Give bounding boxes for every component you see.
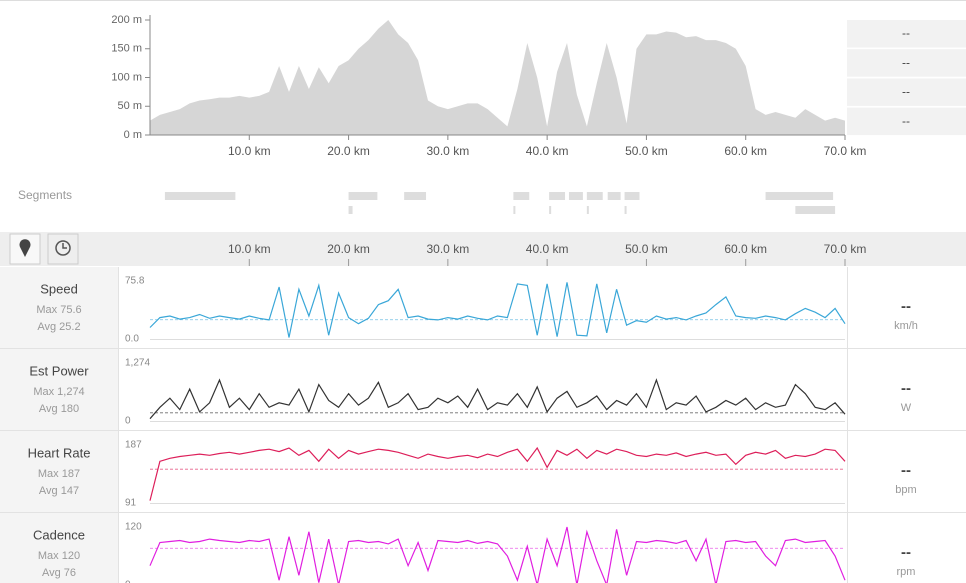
x-tick-label: 30.0 km	[427, 144, 470, 158]
y-tick-label: 1,274	[125, 358, 150, 369]
stream-label-panel	[0, 513, 118, 583]
toolbar-x-tick-label: 50.0 km	[625, 242, 668, 256]
stream-unit: rpm	[897, 566, 916, 578]
y-tick-label: 187	[125, 440, 142, 451]
map-button[interactable]	[9, 233, 41, 265]
stream-unit: W	[901, 402, 912, 414]
stream-avg: Avg 180	[39, 403, 79, 415]
clock-icon	[55, 240, 71, 256]
y-tick-label: 200 m	[111, 14, 142, 26]
toolbar-x-tick-label: 70.0 km	[824, 242, 867, 256]
segment-bar[interactable]	[513, 206, 516, 214]
y-tick-label: 0	[125, 416, 131, 427]
stream-current: --	[901, 380, 911, 397]
segment-bar[interactable]	[624, 206, 627, 214]
y-tick-label: 150 m	[111, 43, 142, 55]
x-tick-label: 70.0 km	[824, 144, 867, 158]
stream-max: Max 187	[38, 468, 80, 480]
segment-bar[interactable]	[513, 192, 530, 200]
stat-value: --	[902, 26, 910, 40]
stream-name: Speed	[40, 281, 78, 296]
segment-bar[interactable]	[549, 192, 566, 200]
stream-label-panel	[0, 267, 118, 348]
stream-current: --	[901, 462, 911, 479]
stream-name: Est Power	[29, 363, 89, 378]
segment-bar[interactable]	[607, 192, 621, 200]
stream-line	[149, 446, 846, 501]
y-tick-label: 50 m	[118, 100, 142, 112]
stream-label-panel	[0, 431, 118, 512]
pin-icon	[19, 239, 31, 257]
segment-bar[interactable]	[348, 192, 378, 200]
toolbar-x-tick-label: 40.0 km	[526, 242, 569, 256]
time-button-bg[interactable]	[47, 233, 79, 265]
stream-line	[149, 282, 846, 338]
segment-bar[interactable]	[549, 206, 552, 214]
clock-hands	[62, 243, 67, 249]
stat-box	[847, 107, 966, 136]
stat-box	[847, 78, 966, 106]
segment-bar[interactable]	[164, 192, 236, 200]
y-tick-label: 0 m	[124, 129, 142, 141]
segment-bar[interactable]	[404, 192, 427, 200]
x-tick-label: 10.0 km	[228, 144, 271, 158]
toolbar-x-tick-label: 10.0 km	[228, 242, 271, 256]
segments-label: Segments	[18, 188, 72, 202]
segment-bar[interactable]	[586, 206, 589, 214]
stream-avg: Avg 25.2	[37, 321, 80, 333]
toolbar	[0, 232, 966, 266]
segment-bar[interactable]	[586, 192, 603, 200]
stream-current: --	[901, 298, 911, 315]
y-tick-label: 120	[125, 522, 142, 533]
toolbar-x-tick-label: 30.0 km	[427, 242, 470, 256]
y-tick-label: 0	[125, 580, 131, 583]
x-tick-label: 20.0 km	[327, 144, 370, 158]
x-tick-label: 50.0 km	[625, 144, 668, 158]
stream-max: Max 120	[38, 550, 80, 562]
stream-avg: Avg 76	[42, 567, 76, 579]
stat-value: --	[902, 114, 910, 128]
toolbar-x-tick-label: 20.0 km	[327, 242, 370, 256]
stream-unit: bpm	[895, 484, 916, 496]
y-tick-label: 0.0	[125, 334, 139, 345]
stream-max: Max 1,274	[33, 386, 84, 398]
toolbar-x-tick-label: 60.0 km	[724, 242, 767, 256]
x-tick-label: 60.0 km	[724, 144, 767, 158]
stat-value: --	[902, 55, 910, 69]
segment-bar[interactable]	[348, 206, 353, 214]
segment-bar[interactable]	[568, 192, 583, 200]
time-button[interactable]	[47, 233, 79, 265]
stat-box	[847, 20, 966, 48]
stat-value: --	[902, 85, 910, 99]
stream-name: Cadence	[33, 527, 85, 542]
segment-bar[interactable]	[624, 192, 640, 200]
elevation-area	[150, 20, 845, 135]
stream-name: Heart Rate	[28, 445, 91, 460]
segment-bar[interactable]	[795, 206, 836, 214]
x-tick-label: 40.0 km	[526, 144, 569, 158]
stream-current: --	[901, 544, 911, 561]
stream-max: Max 75.6	[36, 304, 81, 316]
stream-label-panel	[0, 349, 118, 430]
stream-line	[149, 526, 846, 583]
y-tick-label: 91	[125, 498, 137, 509]
stream-avg: Avg 147	[39, 485, 79, 497]
stream-unit: km/h	[894, 320, 918, 332]
segment-bar[interactable]	[765, 192, 834, 200]
y-tick-label: 75.8	[125, 276, 145, 287]
stat-box	[847, 49, 966, 77]
y-tick-label: 100 m	[111, 71, 142, 83]
stream-line	[149, 378, 846, 420]
